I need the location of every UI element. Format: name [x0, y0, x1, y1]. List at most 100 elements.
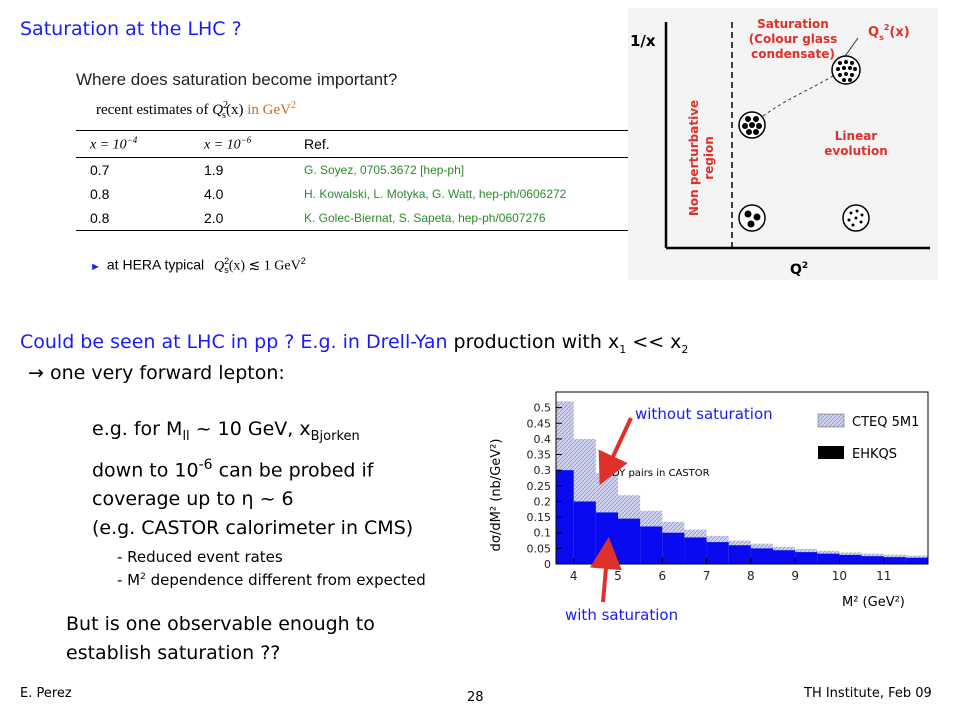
table-row: 0.8 4.0 H. Kowalski, L. Motyka, G. Watt,…	[76, 182, 628, 206]
y-tick-label: 0.35	[527, 449, 552, 462]
without-saturation-label: without saturation	[635, 405, 773, 423]
dy-part2: production with x	[447, 331, 620, 353]
bullet2-rest: dependence different from expected	[145, 571, 426, 589]
saturation-label: Saturation (Colour glass condensate)	[749, 17, 838, 61]
cell-ref: G. Soyez, 0705.3672 [hep-ph]	[304, 163, 465, 177]
cell-x4: 0.7	[90, 162, 110, 178]
cell-x6: 4.0	[204, 186, 224, 202]
subtitle-unit: in GeV	[243, 102, 291, 118]
y-tick-label: 0.05	[527, 542, 552, 555]
bullet-item: - Reduced event rates	[117, 548, 283, 566]
phase-x-label-sup: 2	[802, 261, 808, 271]
x-tick-label: 4	[570, 569, 578, 583]
legend-swatch-cteq	[817, 413, 845, 428]
parton-disk-small	[842, 204, 870, 232]
chart-legend: CTEQ 5M1 EHKQS	[817, 413, 919, 462]
observable-question: But is one observable enough to establis…	[66, 610, 375, 668]
x-tick-label: 5	[614, 569, 622, 583]
table-header-row: x = 10−4 x = 10−6 Ref.	[76, 130, 628, 158]
saturation-line-2: (Colour glass	[749, 32, 838, 46]
legend-label-ehkqs: EHKQS	[852, 447, 897, 462]
qs-label-text: Q	[868, 25, 879, 40]
bullet2-prefix: - M	[117, 571, 141, 589]
plot-border	[555, 391, 929, 565]
x-tick-label: 11	[876, 569, 891, 583]
table-row: 0.7 1.9 G. Soyez, 0705.3672 [hep-ph]	[76, 158, 628, 183]
example-line1-mid: ~ 10 GeV, x	[189, 418, 311, 440]
bar-ehkqs	[684, 537, 707, 564]
parton-disk-dense	[831, 55, 861, 85]
legend-label-cteq: CTEQ 5M1	[852, 415, 919, 430]
cell-x4: 0.8	[90, 186, 110, 202]
cell-x6: 1.9	[204, 162, 224, 178]
example-line1-sub2: Bjorken	[310, 428, 360, 444]
phase-background	[628, 8, 938, 280]
header-x6-exp: −6	[240, 134, 252, 145]
example-line-2: down to 10-6 can be probed if	[92, 451, 413, 485]
bar-ehkqs	[728, 545, 751, 564]
hera-sub: s	[224, 265, 229, 276]
dy-part3: << x	[626, 331, 682, 353]
y-tick-label: 0.5	[534, 402, 552, 415]
estimates-subtitle: recent estimates of Q2s(x) in GeV2	[96, 100, 296, 121]
y-tick-label: 0.1	[534, 527, 552, 540]
header-ref: Ref.	[304, 130, 628, 158]
subtitle-unit-sup: 2	[290, 100, 296, 111]
nonpert-label: Non perturbative region	[687, 100, 716, 216]
y-tick-label: 0.2	[534, 495, 552, 508]
nonpert-line-2: region	[702, 136, 716, 180]
saturation-curve	[762, 75, 834, 117]
y-tick-label: 0.25	[527, 480, 552, 493]
cell-ref: K. Golec-Biernat, S. Sapeta, hep-ph/0607…	[304, 206, 628, 231]
header-x4-exp: −4	[126, 134, 138, 145]
plot-area: 0 0.05 0.1 0.15 0.2 0.25 0.3 0.35 0.4 0.45 0.5 4 5 6 7…	[527, 391, 929, 583]
bar-ehkqs	[595, 512, 618, 564]
y-tick-label: 0.3	[534, 464, 552, 477]
linear-label: Linear evolution	[824, 129, 888, 158]
bullet-triangle-icon: ►	[90, 260, 101, 273]
bar-ehkqs	[640, 526, 663, 564]
example-line3-rest: ~ 6	[253, 488, 294, 511]
subtitle-sup: 2	[223, 100, 229, 111]
x-tick-label: 8	[747, 569, 755, 583]
bar-ehkqs	[556, 470, 574, 564]
footer-event: TH Institute, Feb 09	[804, 686, 932, 701]
subtitle-sub: s	[222, 110, 226, 121]
y-tick-label: 0.15	[527, 511, 552, 524]
table-row: 0.8 2.0 K. Golec-Biernat, S. Sapeta, hep…	[76, 206, 628, 231]
example-line2-rest: can be probed if	[212, 459, 374, 482]
example-line-1: e.g. for Mll ~ 10 GeV, xBjorken	[92, 415, 413, 451]
header-x6-text: x = 10	[204, 137, 241, 153]
phase-x-label: Q2	[790, 261, 808, 278]
example-line3-prefix: coverage up to	[92, 488, 242, 511]
subtitle-symbol: Q	[212, 102, 224, 118]
hera-formula: Q	[214, 258, 225, 274]
saturation-line-3: condensate)	[751, 47, 835, 61]
qs-label-sub: s	[879, 33, 884, 42]
header-x6: x = 10−6	[190, 130, 304, 158]
y-tick-label: 0	[544, 558, 551, 571]
example-line1-sub: ll	[182, 428, 190, 444]
bar-ehkqs	[750, 548, 773, 564]
subtitle-arg: (x)	[225, 102, 244, 118]
example-block: e.g. for Mll ~ 10 GeV, xBjorken down to …	[92, 415, 413, 543]
hera-unit-sup: 2	[300, 256, 306, 266]
bar-ehkqs	[795, 552, 818, 564]
header-x4-text: x = 10	[90, 137, 127, 153]
footer-author: E. Perez	[20, 686, 72, 701]
x-tick-label: 7	[703, 569, 711, 583]
hera-formula-rest: (x) ≲ 1 GeV	[228, 258, 301, 274]
dy-part1: Could be seen at LHC in pp ? E.g. in Dre…	[20, 331, 448, 353]
observable-line: establish saturation ??	[66, 642, 281, 664]
hera-prefix: at HERA typical	[106, 256, 205, 273]
qs-label: Qs2(x)	[868, 23, 910, 42]
cell-ref: H. Kowalski, L. Motyka, G. Watt, hep-ph/…	[304, 187, 567, 201]
bar-ehkqs	[839, 554, 862, 564]
bar-ehkqs	[861, 556, 884, 564]
saturation-estimates: Where does saturation become important? …	[76, 70, 628, 280]
header-x4: x = 10−4	[76, 130, 190, 158]
legend-swatch-ehkqs	[818, 446, 844, 459]
hera-sup: 2	[224, 256, 230, 266]
drell-yan-line: Could be seen at LHC in pp ? E.g. in Dre…	[20, 331, 688, 356]
linear-line-1: Linear	[835, 129, 878, 143]
